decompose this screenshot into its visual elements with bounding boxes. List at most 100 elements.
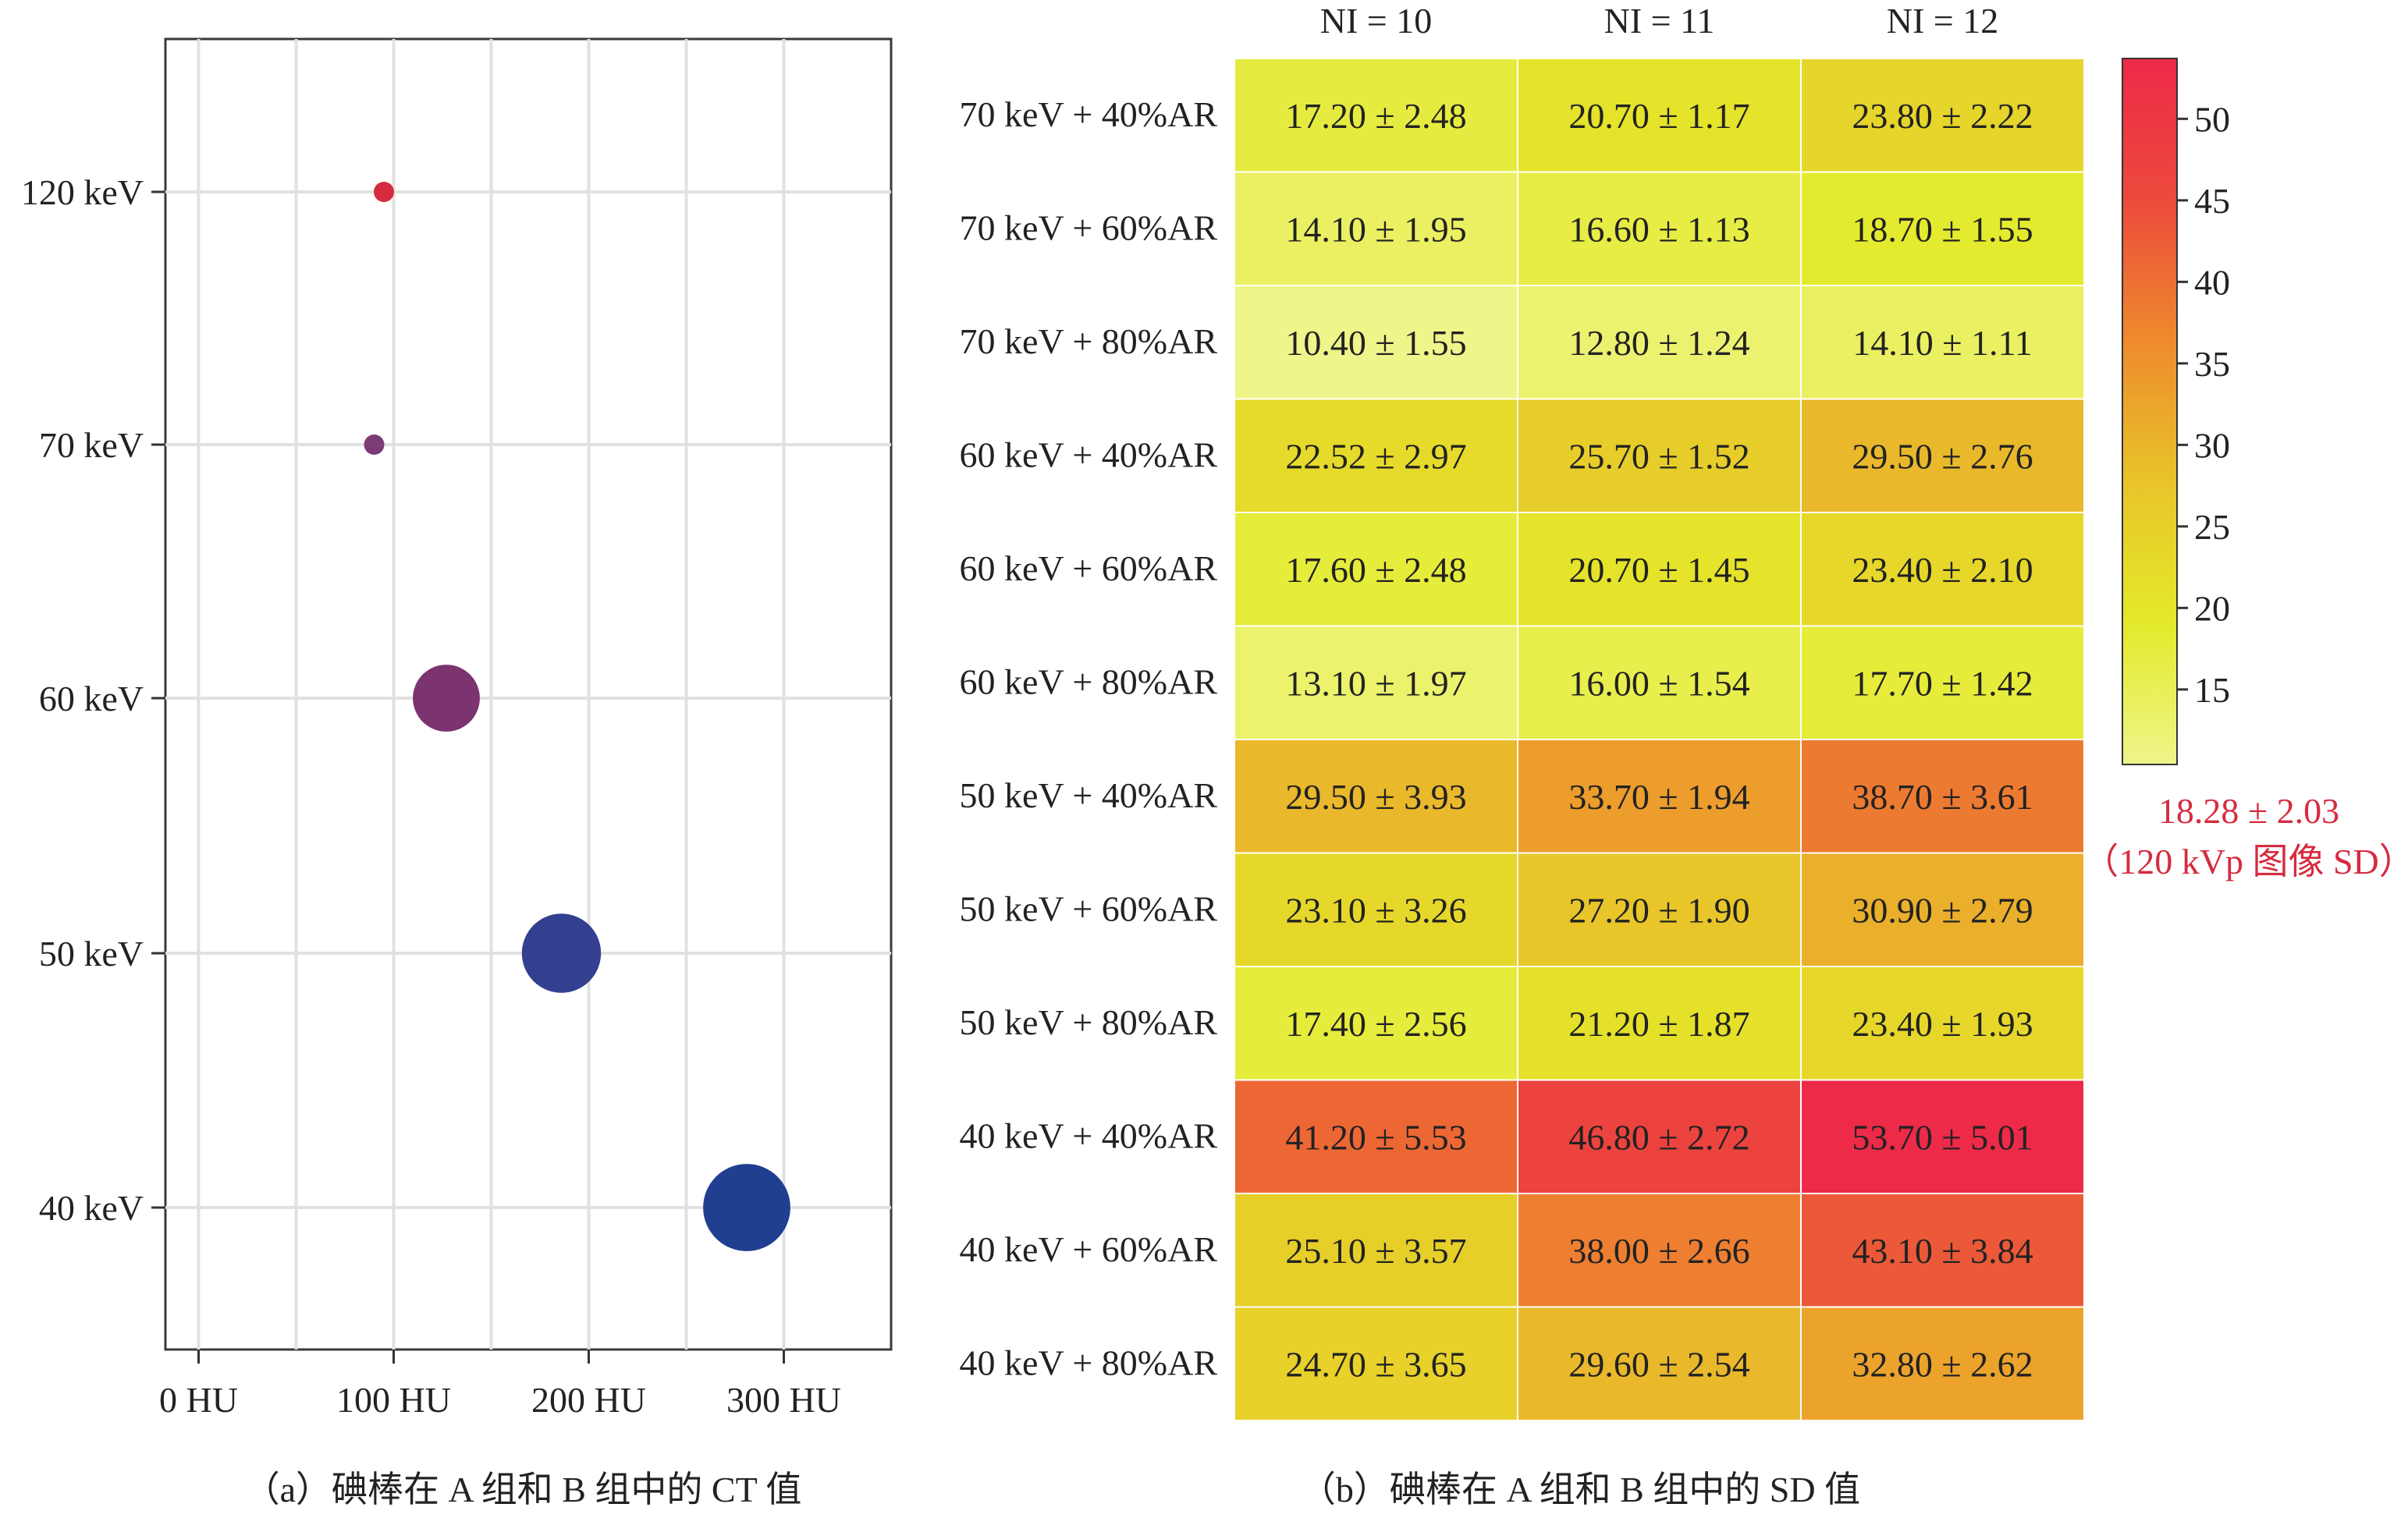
x-tick-label: 100 HU [336,1380,451,1420]
colorbar-tick-label: 25 [2194,507,2230,547]
cell-label: 25.10 ± 3.57 [1285,1231,1466,1271]
heatmap-cell [1800,285,2085,400]
x-tick-label: 300 HU [726,1380,841,1420]
heatmap-cells: 17.20 ± 2.48 20.70 ± 1.17 23.80 ± 2.22 14.1… [1234,58,2085,1421]
heatmap-cell [1800,58,2085,173]
heatmap-cell [1234,852,1518,967]
heatmap-cell [1517,171,1802,286]
cell-label: 29.60 ± 2.54 [1568,1344,1749,1384]
row-label: 70 keV + 80%AR [960,321,1218,361]
y-tick-label: 50 keV [39,934,144,974]
colorbar-tick-label: 45 [2194,181,2230,221]
heatmap-cell [1800,398,2085,513]
cell-label: 23.40 ± 1.93 [1852,1004,2033,1044]
heatmap-cell [1517,852,1802,967]
heatmap-cell [1517,398,1802,513]
row-label: 50 keV + 80%AR [960,1002,1218,1042]
cell-label: 16.60 ± 1.13 [1568,209,1749,249]
column-header: NI = 10 [1320,1,1432,41]
cell-label: 30.90 ± 2.79 [1852,890,2033,930]
cell-label: 18.70 ± 1.55 [1852,209,2033,249]
plot-a-background [164,37,893,1351]
heatmap-cell [1517,625,1802,740]
heatmap-cell [1234,966,1518,1081]
column-header: NI = 12 [1887,1,1998,41]
x-tick-label: 0 HU [159,1380,238,1420]
cell-label: 32.80 ± 2.62 [1852,1344,2033,1384]
cell-label: 25.70 ± 1.52 [1568,436,1749,476]
column-header: NI = 11 [1604,1,1715,41]
heatmap-cell [1800,852,2085,967]
colorbar-tick-label: 20 [2194,588,2230,628]
cell-label: 17.70 ± 1.42 [1852,663,2033,703]
row-label: 60 keV + 40%AR [960,434,1218,474]
heatmap-cell [1517,966,1802,1081]
heatmap-cell [1800,512,2085,627]
colorbar-tick-label: 15 [2194,670,2230,710]
cell-label: 16.00 ± 1.54 [1568,663,1749,703]
cell-label: 29.50 ± 3.93 [1285,777,1466,817]
colorbar-tick-label: 40 [2194,262,2230,302]
annotation-line-2: （120 kVp 图像 SD） [2083,842,2408,881]
cell-label: 38.70 ± 3.61 [1852,777,2033,817]
cell-label: 14.10 ± 1.11 [1852,323,2033,363]
y-tick-label: 40 keV [39,1188,144,1228]
heatmap-cell [1234,512,1518,627]
cell-label: 21.20 ± 1.87 [1568,1004,1749,1044]
heatmap-cell [1517,1306,1802,1421]
cell-label: 29.50 ± 2.76 [1852,436,2033,476]
heatmap-cell [1517,1193,1802,1308]
scatter-point [413,665,480,732]
cell-label: 43.10 ± 3.84 [1852,1231,2033,1271]
heatmap-cell [1234,1079,1518,1194]
row-label: 40 keV + 40%AR [960,1115,1218,1155]
colorbar: 15 20 25 30 35 40 45 50 [2122,58,2230,765]
row-label: 50 keV + 40%AR [960,775,1218,815]
cell-label: 33.70 ± 1.94 [1568,777,1749,817]
y-tick-label: 70 keV [39,425,144,465]
colorbar-tick-label: 30 [2194,425,2230,465]
heatmap-cell [1800,1079,2085,1194]
heatmap-cell [1800,171,2085,286]
heatmap-cell [1800,1193,2085,1308]
heatmap-cell [1800,1306,2085,1421]
cell-label: 22.52 ± 2.97 [1285,436,1466,476]
colorbar-tick-label: 35 [2194,344,2230,384]
scatter-point [703,1164,790,1251]
scatter-point [521,913,602,993]
row-label: 60 keV + 80%AR [960,661,1218,701]
row-label: 50 keV + 60%AR [960,888,1218,928]
cell-label: 12.80 ± 1.24 [1568,323,1749,363]
heatmap-row-labels: 70 keV + 40%AR 70 keV + 60%AR 70 keV + 80%… [960,94,1218,1383]
cell-label: 27.20 ± 1.90 [1568,890,1749,930]
row-label: 40 keV + 60%AR [960,1229,1218,1269]
cell-label: 38.00 ± 2.66 [1568,1231,1749,1271]
heatmap-cell [1517,1079,1802,1194]
cell-label: 14.10 ± 1.95 [1285,209,1466,249]
cell-label: 20.70 ± 1.45 [1568,550,1749,590]
cell-label: 23.40 ± 2.10 [1852,550,2033,590]
colorbar-tick-label: 50 [2194,99,2230,139]
plot-a-axes: 40 keV 50 keV 60 keV 70 keV 120 keV 0 HU 100 H… [21,172,841,1420]
heatmap-cell [1234,1306,1518,1421]
panel-a-scatter: 40 keV 50 keV 60 keV 70 keV 120 keV 0 HU 100 H… [21,37,893,1509]
row-label: 40 keV + 80%AR [960,1342,1218,1382]
cell-label: 23.80 ± 2.22 [1852,96,2033,136]
heatmap-cell [1800,739,2085,854]
y-tick-label: 120 keV [21,172,144,212]
heatmap-cell [1517,512,1802,627]
annotation-line-1: 18.28 ± 2.03 [2158,791,2339,831]
cell-label: 46.80 ± 2.72 [1568,1117,1749,1157]
caption-b: （b）碘棒在 A 组和 B 组中的 SD 值 [1300,1470,1860,1509]
x-tick-label: 200 HU [531,1380,646,1420]
cell-label: 17.60 ± 2.48 [1285,550,1466,590]
cell-label: 20.70 ± 1.17 [1568,96,1749,136]
cell-label: 10.40 ± 1.55 [1285,323,1466,363]
cell-label: 53.70 ± 5.01 [1852,1117,2033,1157]
caption-a: （a）碘棒在 A 组和 B 组中的 CT 值 [244,1470,802,1509]
plot-a-points [364,182,790,1251]
cell-label: 23.10 ± 3.26 [1285,890,1466,930]
heatmap-cell [1234,58,1518,173]
